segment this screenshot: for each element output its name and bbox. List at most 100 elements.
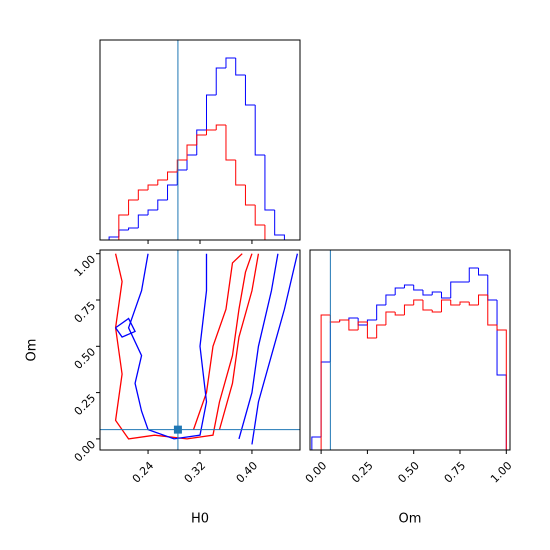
x-axis-label: H0 — [191, 512, 209, 527]
histogram-bin — [264, 225, 275, 241]
panel-frame — [309, 249, 511, 451]
histogram-bin — [478, 294, 488, 305]
histogram-bin — [118, 214, 129, 240]
histogram-bin — [413, 299, 423, 305]
contour-line — [251, 253, 299, 445]
histogram-bin — [385, 311, 396, 325]
contours — [114, 253, 299, 445]
histogram-bin — [320, 361, 331, 437]
histogram-bin — [422, 290, 433, 296]
histogram-bin — [431, 291, 442, 295]
histogram-bin — [128, 227, 139, 230]
histogram-bin — [205, 94, 217, 130]
x-tick-label: 0.75 — [442, 459, 469, 486]
histogram-bin — [348, 317, 359, 320]
histogram-bin — [167, 171, 178, 180]
histogram-bin — [339, 319, 349, 322]
histogram-bin — [147, 184, 158, 190]
histogram-bin — [468, 267, 479, 282]
contour-line — [218, 253, 260, 430]
histogram-bin — [128, 199, 139, 215]
histogram-bin — [137, 214, 149, 228]
y-tick-label: 0.50 — [72, 345, 99, 372]
histogram-bin — [186, 144, 197, 160]
histogram-bin — [329, 315, 340, 323]
histogram-bin — [366, 319, 377, 325]
histogram-bin — [440, 299, 451, 312]
x-tick-label: 0.50 — [395, 459, 422, 486]
y-tick-label: 0.00 — [72, 438, 99, 465]
contour-line — [192, 253, 243, 430]
y-tick-label: 0.25 — [72, 392, 99, 419]
histogram-bin — [403, 304, 414, 315]
histogram-bin — [376, 304, 386, 320]
truth-point — [173, 425, 182, 434]
histogram-bin — [196, 129, 207, 155]
y-axis-label: Om — [25, 339, 40, 362]
histogram-bin — [254, 105, 265, 156]
histogram-bin — [478, 268, 488, 276]
histogram-bin — [215, 124, 226, 130]
histogram-bin — [496, 325, 507, 450]
histogram-bin — [118, 229, 129, 237]
histogram-bin — [167, 184, 178, 200]
histogram-bin — [403, 284, 414, 288]
histogram-bin — [244, 75, 256, 106]
contour-line — [127, 253, 208, 440]
histogram-bin — [225, 125, 236, 161]
histogram-bin — [385, 294, 396, 305]
histogram-bin — [147, 209, 158, 215]
histogram-bin — [376, 324, 386, 338]
histogram-bin — [311, 436, 322, 450]
x-tick-label: 0.32 — [182, 459, 209, 486]
histogram-bin — [186, 154, 197, 170]
panel-frame — [99, 39, 301, 241]
x-axis-label: Om — [399, 512, 422, 527]
histogram-bin — [487, 295, 498, 326]
histogram-bin — [205, 129, 217, 135]
y-tick-label: 0.75 — [72, 299, 99, 326]
histogram-bin — [496, 300, 507, 450]
histogram-bin — [440, 292, 451, 299]
histogram-bin — [157, 199, 168, 210]
x-tick-label: 1.00 — [488, 459, 515, 486]
histogram-bin — [468, 302, 479, 306]
panel-frame — [99, 249, 301, 451]
histogram-bin — [413, 285, 423, 291]
histogram-bin — [235, 58, 246, 76]
histogram-bin — [215, 67, 226, 95]
histogram-bin — [366, 322, 377, 339]
histogram-bin — [274, 210, 285, 240]
histogram-bin — [137, 189, 149, 200]
histogram-bin — [157, 179, 168, 185]
histogram-bin — [320, 314, 331, 450]
histogram-bin — [176, 159, 188, 172]
histogram-bin — [357, 321, 368, 330]
histogram-bin — [431, 310, 442, 313]
histogram-bin — [348, 320, 359, 331]
histogram-bin — [225, 57, 236, 68]
x-tick-label: 0.00 — [303, 459, 330, 486]
x-tick-label: 0.40 — [234, 459, 261, 486]
histogram-bin — [422, 300, 433, 311]
histogram-bin — [264, 155, 275, 211]
y-tick-label: 1.00 — [72, 253, 99, 280]
histogram-bin — [235, 160, 246, 186]
histogram-bin — [329, 321, 340, 362]
contour-line — [115, 317, 136, 338]
histogram-bin — [254, 205, 265, 226]
histogram-bin — [450, 281, 460, 298]
contour-line — [238, 253, 279, 440]
contour-line — [114, 253, 253, 440]
histogram-bin — [394, 312, 405, 316]
x-tick-label: 0.24 — [130, 459, 157, 486]
histogram-bin — [394, 287, 405, 295]
histogram-bin — [487, 275, 498, 301]
x-tick-label: 0.25 — [349, 459, 376, 486]
histogram-bin — [450, 300, 460, 306]
histogram-bin — [244, 185, 256, 206]
histogram-bin — [196, 134, 207, 145]
histogram-bin — [176, 169, 188, 185]
histogram-bin — [108, 236, 119, 240]
